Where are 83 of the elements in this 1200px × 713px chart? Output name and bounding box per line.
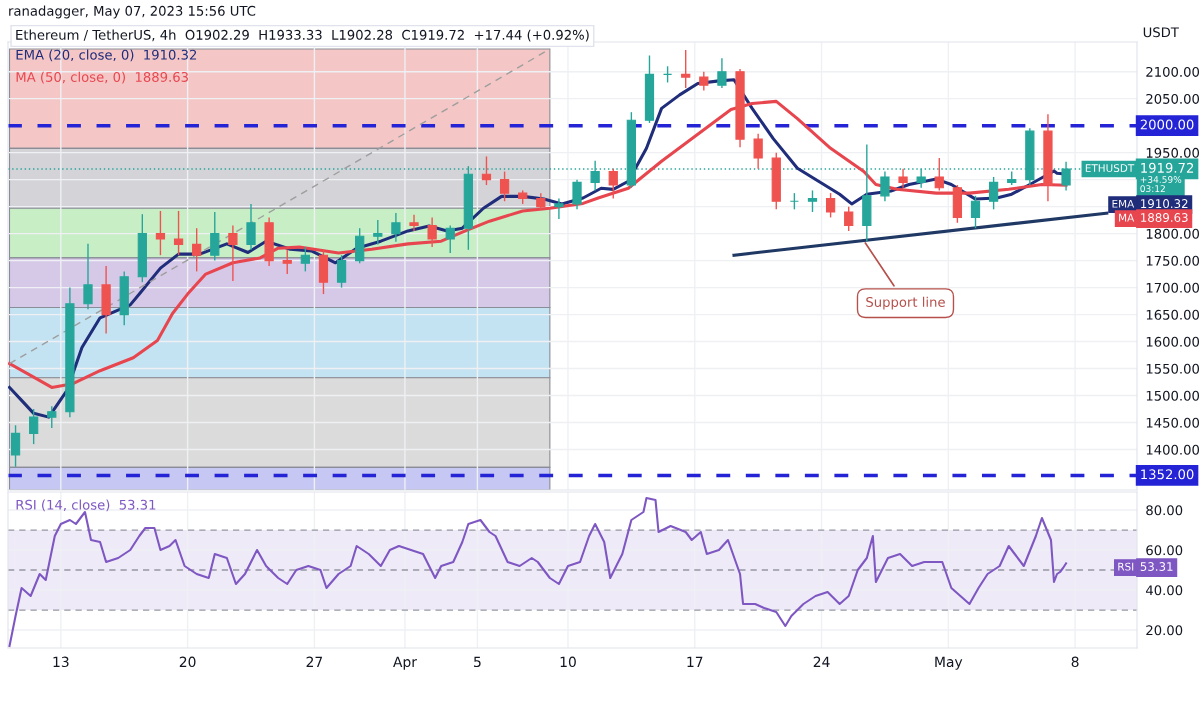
candlestick	[988, 176, 999, 211]
text: +34.59% 03:12	[1140, 176, 1182, 193]
annotation: RSI	[1118, 562, 1134, 571]
x-tick-label: May	[935, 656, 963, 670]
candlestick	[753, 133, 763, 170]
text: 1910.32	[1141, 199, 1188, 209]
y-tick-label: 1500.00	[1146, 390, 1200, 401]
ref-line-label: 1919.72	[1141, 162, 1194, 173]
x-tick-label: 24	[813, 656, 830, 667]
y-tick-label: 1650.00	[1146, 309, 1200, 320]
candlestick	[155, 210, 166, 256]
candlestick	[807, 189, 818, 213]
x-tick-label: 5	[474, 656, 481, 668]
chart-subtitle: ranadagger, May 07, 2023 15:56 UTC	[9, 5, 256, 19]
y-tick-label: 2100.00	[1146, 66, 1200, 77]
ref-line-label: 2000.00	[1140, 119, 1194, 130]
candlestick	[83, 243, 93, 310]
candlestick	[391, 212, 401, 243]
x-tick-label: 10	[560, 656, 576, 668]
candlestick	[210, 211, 220, 262]
annotation: ETHUSDT	[1085, 164, 1135, 173]
candlestick	[717, 57, 727, 89]
y-tick-label: 2050.00	[1146, 93, 1200, 104]
candlestick	[880, 170, 890, 202]
candlestick	[898, 168, 908, 189]
y-tick-label: 1400.00	[1146, 444, 1200, 455]
y-tick-label: 80.00	[1146, 505, 1183, 516]
y-tick-label: 20.00	[1146, 625, 1183, 636]
y-axis-title: USDT	[1143, 27, 1179, 38]
y-tick-label: 1950.00	[1146, 147, 1200, 158]
candlestick	[572, 178, 582, 211]
annotation: 1889.63	[135, 71, 188, 82]
candlestick	[699, 70, 709, 92]
candlestick	[29, 408, 39, 445]
y-tick-label: 1800.00	[1146, 228, 1200, 239]
line-series	[8, 496, 1068, 648]
x-tick-label: 20	[179, 656, 196, 668]
y-tick-label: 1450.00	[1146, 417, 1200, 428]
candlestick	[47, 405, 57, 429]
text: EMA (20, close, 0)	[16, 49, 134, 62]
candlestick	[825, 192, 836, 219]
candlestick	[844, 205, 854, 232]
candlestick	[934, 157, 944, 192]
text: 53.31	[1140, 562, 1173, 571]
x-tick-label: Apr	[393, 656, 417, 670]
candlestick	[300, 246, 310, 273]
x-tick-label: 13	[53, 656, 69, 668]
candlestick	[481, 155, 492, 186]
candlestick	[336, 254, 347, 289]
candlestick	[282, 249, 292, 275]
candlestick	[608, 168, 618, 200]
ref-line-label: 1352.00	[1141, 469, 1194, 480]
x-tick-label: 27	[306, 656, 323, 667]
candlestick	[681, 49, 691, 89]
x-tick-label: 17	[687, 656, 703, 667]
candlestick	[499, 170, 510, 202]
candlestick	[427, 216, 437, 248]
y-tick-label: 60.00	[1146, 545, 1183, 556]
annotation: 1910.32	[144, 49, 197, 60]
y-tick-label: 1550.00	[1146, 363, 1200, 374]
series-label: RSI (14, close)	[16, 499, 110, 512]
candlestick	[10, 424, 21, 468]
text: MA (50, close, 0)	[16, 71, 126, 84]
candlestick	[173, 210, 184, 256]
y-tick-label: 40.00	[1145, 585, 1183, 596]
candlestick	[373, 219, 383, 246]
candlestick	[445, 224, 455, 254]
x-tick-label: 8	[1071, 656, 1079, 668]
annotation: 53.31	[119, 499, 156, 510]
y-tick-label: 1600.00	[1146, 336, 1200, 347]
annotation: MA	[1119, 213, 1135, 222]
y-tick-label: 1750.00	[1146, 255, 1200, 266]
candlestick	[409, 214, 419, 232]
annotation: EMA	[1112, 199, 1135, 208]
text: 1889.63	[1141, 213, 1188, 222]
candlestick	[228, 224, 238, 282]
y-tick-label: 1700.00	[1146, 282, 1200, 293]
candlestick	[970, 195, 981, 229]
candlestick	[554, 197, 564, 220]
candlestick	[192, 227, 202, 273]
candlestick	[246, 203, 256, 251]
annotation: Support line	[866, 296, 945, 310]
chart-title: Ethereum / TetherUS, 4h O1902.29 H1933.33 L1902.28 C1919.72 +17.44 (+0.92%)	[16, 29, 589, 42]
